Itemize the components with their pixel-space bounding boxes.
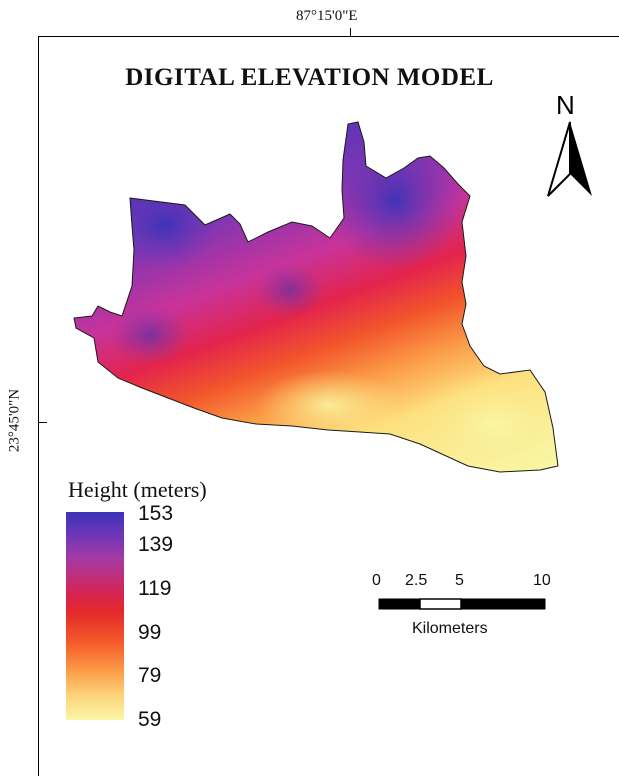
north-letter: N	[556, 90, 575, 120]
scale-label-5: 5	[455, 572, 464, 589]
legend-value-139: 139	[138, 533, 174, 556]
longitude-label: 87°15'0"E	[296, 8, 358, 24]
legend-value-79: 79	[138, 664, 162, 687]
scale-label-0: 0	[372, 572, 381, 589]
legend-value-99: 99	[138, 621, 162, 644]
map-title: DIGITAL ELEVATION MODEL	[125, 64, 494, 91]
legend-value-59: 59	[138, 708, 162, 731]
scale-label-10: 10	[533, 572, 551, 589]
legend-title: Height (meters)	[68, 477, 207, 502]
scale-label-2-5: 2.5	[405, 572, 428, 589]
elevation-map	[73, 121, 559, 473]
longitude-tick	[350, 28, 351, 37]
map-frame	[38, 36, 619, 776]
scale-unit: Kilometers	[412, 620, 488, 637]
legend-color-ramp	[66, 512, 124, 720]
north-arrow-icon	[547, 121, 592, 197]
legend-value-119: 119	[138, 577, 172, 600]
legend-value-153: 153	[138, 502, 174, 525]
latitude-tick	[38, 422, 47, 423]
scale-bar	[378, 598, 546, 610]
